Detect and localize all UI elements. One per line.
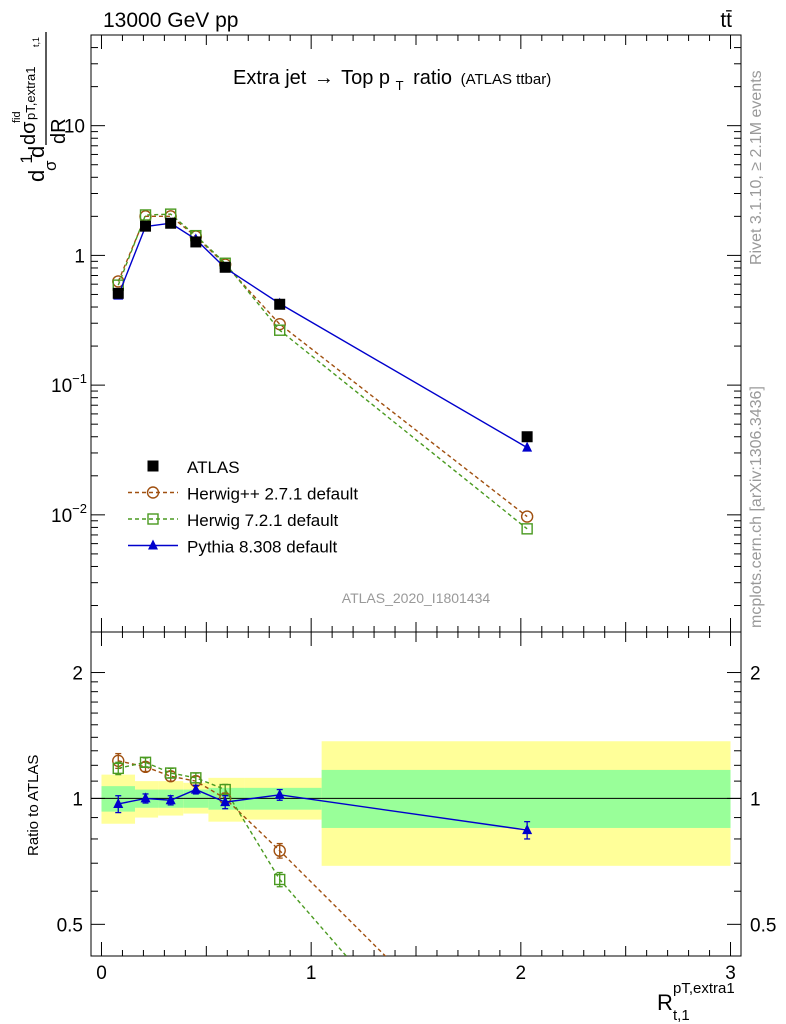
ratio-y-tick-label: 2 [72,664,83,685]
svg-text:σ: σ [41,160,60,171]
svg-text:t,1: t,1 [673,1007,690,1024]
main-data-point [139,209,152,221]
main-data-point [273,317,286,331]
main-data-point [112,287,124,299]
main-axis-ticks: 10−2 10−1 1 10 [51,34,741,632]
legend-marker [146,486,160,499]
ratio-data-point [112,762,124,775]
ratio-data-point [190,772,202,784]
main-y-axis-label: d 1 σ d dσ fid pT,extra1 t,1 dR [11,32,70,182]
main-series-line [117,215,528,518]
analysis-watermark: ATLAS_2020_I1801434 [342,590,491,606]
x-tick-label: 0 [96,963,107,984]
legend-label: Herwig 7.2.1 default [187,511,338,530]
main-y-tick-label: 10−1 [51,371,87,397]
main-data-point [274,298,286,310]
main-series-line [117,222,528,449]
ratio-data-point [164,767,177,779]
ratio-data-point [165,794,176,805]
ratio-data-point [274,788,285,799]
ratio-y-tick-label-right: 0.5 [750,915,776,936]
ratio-y-tick-label: 1 [72,789,83,810]
ratio-data-point [219,783,231,796]
legend-label: ATLAS [187,458,240,477]
ratio-data-point [274,873,286,886]
svg-text:dσ: dσ [18,121,40,145]
ratio-uncertainty-bands [101,741,731,866]
main-series-line [117,213,528,530]
main-title: Extra jet → Top p T ratio (ATLAS ttbar) [233,67,551,95]
main-data-point [521,523,533,535]
ratio-data-point [139,756,152,769]
ratio-data-point [140,792,151,803]
ratio-series-clipped [112,752,533,956]
main-data-point [165,217,177,229]
ratio-y-tick-label-right: 1 [750,789,761,810]
mcplots-source-note: mcplots.cern.ch [arXiv:1306.3436] [748,386,765,628]
legend-label: Pythia 8.308 default [187,538,338,557]
rivet-version-note: Rivet 3.1.10, ≥ 2.1M events [748,70,765,265]
legend-marker [147,460,159,472]
x-axis-label: R pT,extra1 t,1 [657,980,735,1024]
legend-marker [148,539,158,550]
main-data-point [520,510,534,523]
ratio-data-point [190,783,201,794]
x-tick-label: 3 [725,963,736,984]
x-tick-label: 1 [306,963,317,984]
legend-marker [147,513,159,525]
main-data-point [522,441,533,452]
svg-text:R: R [657,990,673,1015]
ratio-data-point [522,824,533,835]
ratio-y-tick-label: 0.5 [57,915,83,936]
svg-text:d: d [24,146,49,158]
svg-text:pT,extra1: pT,extra1 [673,980,735,997]
svg-text:t,1: t,1 [31,37,41,47]
main-data-point [274,324,286,336]
ratio-inner-band [321,769,731,828]
x-tick-label: 2 [516,963,527,984]
svg-text:pT,extra1: pT,extra1 [23,67,38,120]
main-data-point [521,431,533,443]
header-process-label: tt̄ [720,9,732,32]
main-data-point [140,220,152,232]
ratio-data-point [113,797,124,808]
main-y-tick-label: 1 [74,246,85,267]
svg-text:d 1: d 1 [17,154,49,182]
svg-text:fid: fid [11,111,23,123]
header-energy-label: 13000 GeV pp [103,9,238,32]
ratio-axis-ticks: 0.5 0.5 1 1 2 2 0 1 2 3 [57,632,776,984]
ratio-data-point [273,844,286,857]
main-data-point [219,261,231,273]
main-y-tick-label: 10−2 [51,501,87,527]
main-series-layer [112,208,534,535]
legend-label: Herwig++ 2.7.1 default [187,485,358,504]
legend: ATLAS Herwig++ 2.7.1 default Herwig 7.2.1 … [128,458,358,557]
ratio-y-tick-label-right: 2 [750,664,761,685]
svg-text:dR: dR [48,118,70,144]
ratio-y-axis-label: Ratio to ATLAS [25,755,42,856]
ratio-data-point [220,796,231,807]
main-y-tick-label: 10 [64,117,85,138]
ratio-series-layer [112,752,533,956]
main-data-point [190,236,202,248]
